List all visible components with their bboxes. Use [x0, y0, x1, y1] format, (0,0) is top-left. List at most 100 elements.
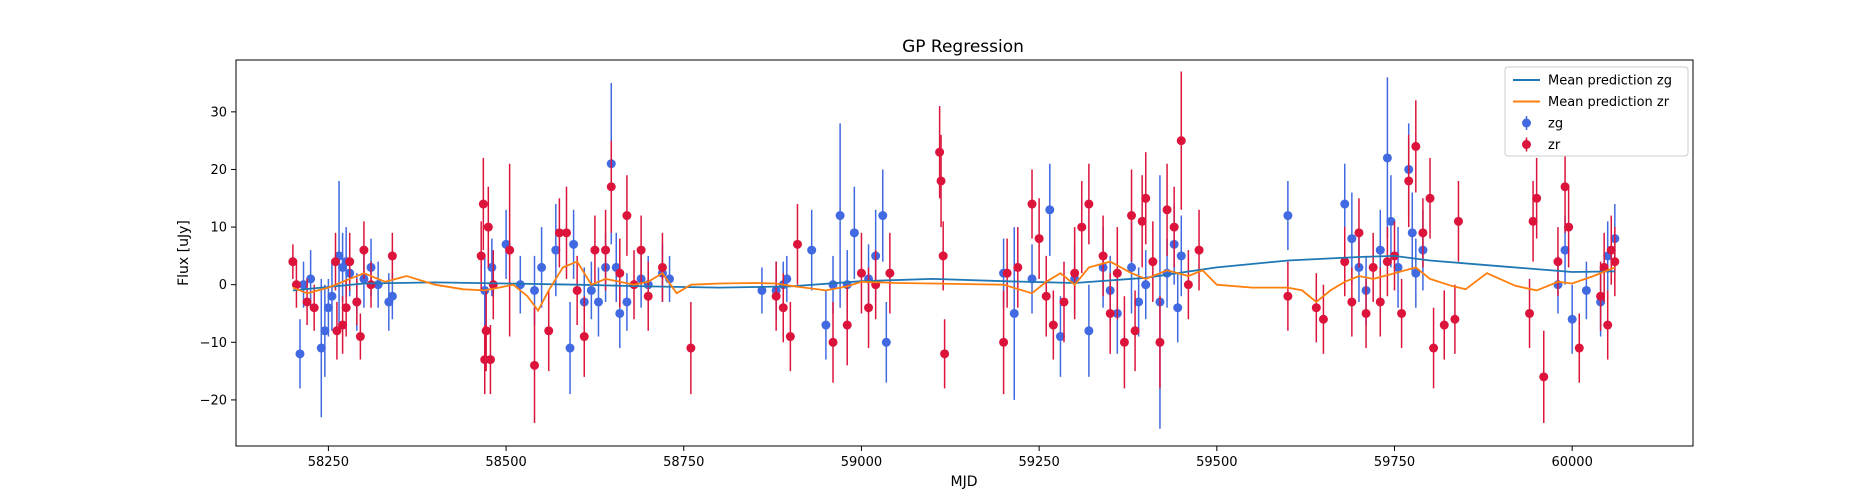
x-axis: 58250 58500 58750 59000 59250 59500 59750 60000 [308, 446, 1593, 470]
data-point-zr [1041, 291, 1051, 301]
data-point-zr [387, 251, 397, 261]
data-point-zr [478, 199, 488, 209]
data-point-zr [572, 285, 582, 295]
data-point-zr [1105, 308, 1115, 318]
legend-label: Mean prediction zr [1548, 95, 1670, 110]
data-point-zr [483, 222, 493, 232]
data-point-zg [1340, 199, 1350, 209]
data-point-zg [615, 308, 625, 318]
data-marks [288, 71, 1620, 429]
data-point-zr [1450, 314, 1460, 324]
data-point-zr [1382, 257, 1392, 267]
data-point-zr [643, 291, 653, 301]
legend-marker-swatch [1522, 118, 1531, 128]
data-point-zg [1407, 228, 1417, 238]
data-point-zr [1148, 257, 1158, 267]
data-point-zr [485, 355, 495, 365]
data-point-zg [569, 239, 579, 249]
data-point-zr [345, 257, 355, 267]
data-point-zg [565, 343, 575, 353]
data-point-zg [782, 274, 792, 284]
data-point-zr [636, 245, 646, 255]
data-point-zr [1564, 222, 1574, 232]
x-tick-label: 59250 [1018, 455, 1059, 470]
y-tick-label: 10 [210, 221, 227, 236]
data-point-zg [327, 291, 337, 301]
data-point-zr [1318, 314, 1328, 324]
data-point-zr [1084, 199, 1094, 209]
data-point-zg [881, 337, 891, 347]
data-point-zg [530, 285, 540, 295]
data-point-zr [338, 320, 348, 330]
data-point-zr [1553, 257, 1563, 267]
legend-label: zg [1548, 117, 1563, 132]
data-point-zg [295, 349, 305, 359]
data-point-zr [1354, 228, 1364, 238]
x-tick-label: 58500 [485, 455, 526, 470]
y-tick-label: 20 [210, 163, 227, 178]
data-point-zr [1361, 308, 1371, 318]
data-point-zr [1048, 320, 1058, 330]
data-point-zr [302, 297, 312, 307]
data-point-zr [1425, 193, 1435, 203]
data-point-zr [792, 239, 802, 249]
data-point-zr [940, 349, 950, 359]
data-point-zr [606, 182, 616, 192]
data-point-zg [1141, 280, 1151, 290]
data-point-zg [387, 291, 397, 301]
data-point-zr [785, 332, 795, 342]
data-point-zg [1173, 303, 1183, 313]
data-point-zg [586, 285, 596, 295]
data-point-zr [530, 360, 540, 370]
data-point-zg [1567, 314, 1577, 324]
data-point-zr [1194, 245, 1204, 255]
data-point-zr [935, 147, 945, 157]
chart-title: GP Regression [902, 37, 1024, 57]
x-tick-label: 58750 [663, 455, 704, 470]
data-point-zr [554, 228, 564, 238]
data-point-zr [1311, 303, 1321, 313]
data-point-zr [579, 332, 589, 342]
data-point-zg [1581, 285, 1591, 295]
line-mean-prediction-zg [292, 254, 1615, 292]
data-point-zr [686, 343, 696, 353]
data-point-zg [1176, 251, 1186, 261]
y-tick-label: −20 [200, 393, 227, 408]
data-point-zr [778, 303, 788, 313]
x-tick-label: 59000 [841, 455, 882, 470]
data-point-zr [1404, 176, 1414, 186]
data-point-zg [1084, 326, 1094, 336]
legend-entry: zg [1522, 116, 1563, 132]
data-point-zr [561, 228, 571, 238]
data-point-zr [1411, 141, 1421, 151]
legend-box [1504, 66, 1689, 157]
data-point-zr [1013, 262, 1023, 272]
data-point-zr [1162, 205, 1172, 215]
data-point-zr [1418, 228, 1428, 238]
data-point-zr [1397, 308, 1407, 318]
data-point-zr [288, 257, 298, 267]
data-point-zr [1439, 320, 1449, 330]
legend: Mean prediction zg Mean prediction zr zg zr [1504, 66, 1689, 157]
data-point-zr [1574, 343, 1584, 353]
data-point-zr [1059, 297, 1069, 307]
y-tick-label: 30 [210, 105, 227, 120]
legend-label: Mean prediction zg [1548, 74, 1672, 89]
data-point-zg [1045, 205, 1055, 215]
data-point-zr [1603, 320, 1613, 330]
data-point-zr [1368, 262, 1378, 272]
data-point-zg [1127, 262, 1137, 272]
data-point-zr [1528, 216, 1538, 226]
data-point-zr [828, 337, 838, 347]
data-point-zr [544, 326, 554, 336]
data-point-zr [1539, 372, 1549, 382]
data-point-zg [299, 280, 309, 290]
data-point-zr [1429, 343, 1439, 353]
data-point-zr [331, 257, 341, 267]
data-point-zr [332, 326, 342, 336]
legend-entry: zr [1522, 137, 1561, 153]
data-point-zg [1009, 308, 1019, 318]
data-point-zr [1560, 182, 1570, 192]
data-point-zr [1375, 297, 1385, 307]
x-tick-label: 58250 [308, 455, 349, 470]
